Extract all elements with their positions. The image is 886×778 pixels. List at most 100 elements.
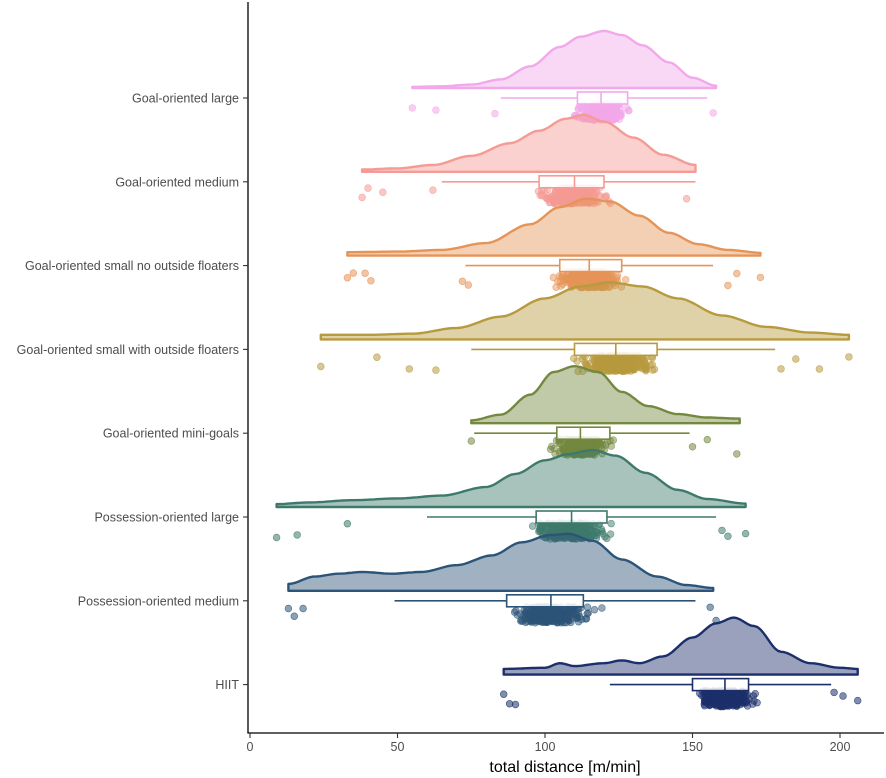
outlier-point (491, 109, 499, 118)
data-point (606, 530, 615, 538)
data-point (598, 604, 606, 612)
outlier-point (458, 277, 467, 285)
y-tick-label: Goal-oriented medium (115, 175, 239, 189)
x-tick-label: 100 (535, 740, 556, 754)
density-curve (470, 365, 741, 425)
box-iqr (555, 426, 611, 441)
outlier-point (511, 700, 520, 709)
outlier-point (756, 273, 765, 282)
density-curve (411, 29, 718, 90)
data-point (574, 617, 583, 626)
data-point (562, 274, 570, 283)
box-iqr (505, 593, 585, 608)
data-point (597, 525, 606, 534)
data-points (343, 267, 765, 292)
density-curve (360, 113, 697, 173)
group-possession-oriented-medium (284, 532, 720, 627)
data-point (583, 439, 591, 448)
outlier-point (317, 362, 325, 371)
box-iqr (576, 91, 629, 105)
data-point (574, 523, 582, 531)
outlier-point (741, 529, 750, 538)
boxplot (474, 426, 690, 441)
x-tick-label: 200 (830, 740, 851, 754)
outlier-point (349, 269, 357, 277)
outlier-point (733, 269, 741, 278)
outlier-point (815, 365, 824, 373)
box-iqr (691, 677, 750, 692)
y-tick-label: Goal-oriented mini-goals (103, 427, 239, 441)
data-point (642, 365, 650, 374)
outlier-point (361, 269, 369, 277)
data-point (597, 111, 606, 119)
data-point (582, 614, 591, 623)
boxplot (394, 593, 696, 608)
data-point (720, 691, 728, 699)
outlier-point (706, 603, 714, 611)
outlier-point (293, 531, 301, 539)
data-point (617, 363, 625, 371)
outlier-point (792, 355, 800, 363)
outlier-point (367, 277, 375, 285)
outlier-point (429, 186, 437, 194)
data-point (590, 605, 599, 614)
group-hiit (500, 616, 862, 711)
data-point (617, 109, 625, 117)
box-iqr (558, 258, 623, 273)
data-point (530, 616, 538, 625)
data-point (586, 359, 595, 367)
data-point (547, 442, 556, 451)
data-point (702, 693, 711, 701)
data-point (555, 272, 564, 280)
boxplot (465, 258, 714, 273)
outlier-point (432, 106, 440, 114)
density-curve (346, 197, 762, 257)
outlier-point (733, 450, 741, 458)
outlier-point (500, 690, 508, 698)
data-point (607, 111, 615, 119)
data-point (549, 273, 557, 282)
data-point (710, 700, 718, 709)
data-point (547, 525, 555, 534)
data-point (523, 607, 531, 615)
x-axis-title: total distance [m/min] (489, 759, 640, 776)
outlier-point (290, 612, 298, 620)
data-point (589, 530, 597, 538)
data-point (596, 192, 605, 200)
outlier-point (718, 526, 726, 535)
x-tick-label: 150 (682, 740, 703, 754)
outlier-point (709, 109, 717, 117)
outlier-point (839, 692, 847, 700)
data-point (722, 700, 730, 708)
data-point (607, 519, 615, 528)
x-tick-label: 50 (391, 740, 405, 754)
outlier-point (379, 188, 387, 196)
group-goal-oriented-small-with-outside-floaters (317, 281, 853, 376)
data-point (621, 276, 630, 284)
outlier-point (373, 353, 381, 361)
outlier-point (703, 435, 711, 444)
boxplot (500, 91, 708, 105)
data-points (358, 184, 691, 208)
data-points (317, 351, 853, 376)
y-tick-label: HIIT (215, 678, 239, 692)
outlier-point (432, 366, 440, 374)
outlier-point (408, 104, 416, 112)
data-point (545, 195, 553, 203)
data-point (554, 524, 563, 533)
boxplot (427, 510, 717, 524)
outlier-point (724, 281, 732, 290)
outlier-point (845, 353, 853, 361)
box-iqr (538, 175, 605, 189)
data-point (650, 365, 659, 374)
density-curve (319, 281, 851, 341)
data-point (749, 692, 758, 700)
data-points (500, 686, 862, 711)
y-tick-label: Goal-oriented large (132, 92, 239, 106)
outlier-point (405, 365, 413, 373)
plot-area (272, 29, 862, 711)
data-point (567, 608, 575, 616)
data-point (555, 612, 563, 620)
y-tick-label: Possession-oriented large (94, 511, 239, 525)
